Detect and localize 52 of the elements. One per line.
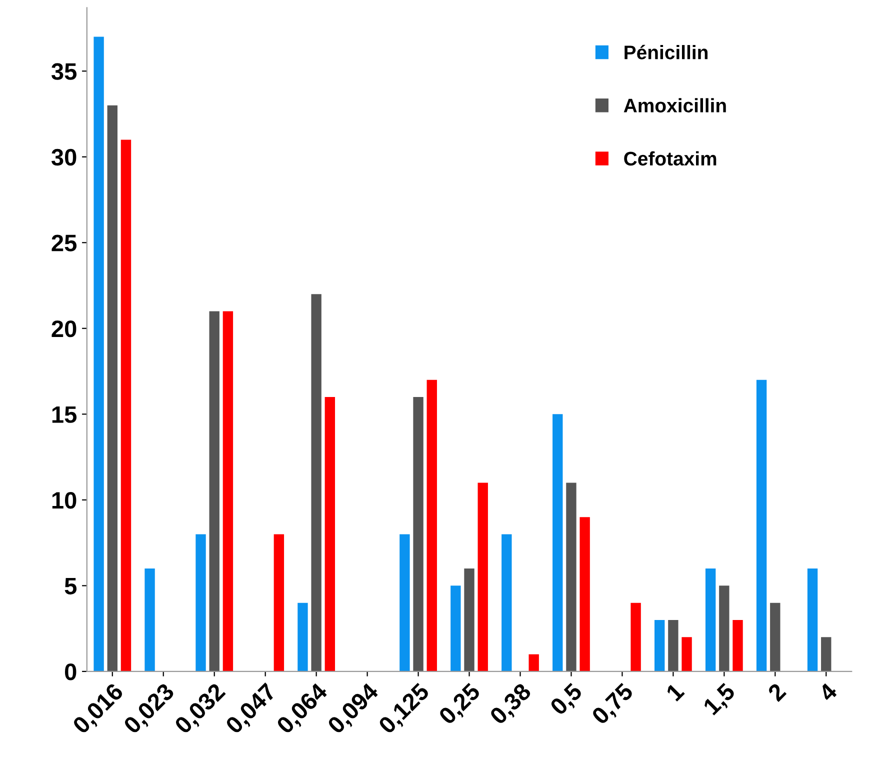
bar [107, 105, 118, 672]
bar [668, 620, 678, 672]
x-tick-label: 1 [666, 682, 685, 702]
bar [528, 654, 539, 672]
bar [144, 568, 155, 672]
bar [426, 380, 437, 672]
y-tick-label: 15 [52, 406, 77, 423]
bar [400, 534, 410, 672]
bar [770, 602, 780, 672]
x-tick-label: 0,38 [488, 682, 534, 728]
bar [502, 534, 512, 672]
bar [324, 396, 336, 672]
bar [756, 380, 767, 672]
legend-label: Amoxicillin [624, 98, 726, 112]
bar [580, 517, 590, 672]
y-tick-label: 35 [51, 63, 77, 80]
bar [196, 534, 206, 672]
bar [450, 586, 461, 672]
bar [94, 36, 104, 672]
bar [719, 586, 730, 672]
y-tick-label: 0 [64, 664, 76, 680]
bar [209, 311, 220, 672]
bar [630, 602, 641, 672]
x-tick-label: 0,25 [438, 682, 484, 728]
x-tick-label: 0,5 [549, 682, 586, 718]
bar [298, 602, 308, 672]
x-tick-label: 0,75 [590, 682, 636, 728]
bar [311, 294, 322, 672]
bar [222, 311, 234, 672]
y-tick-label: 25 [52, 234, 77, 252]
bar [821, 637, 832, 672]
y-tick-label: 20 [52, 320, 76, 338]
y-tick-label: 30 [51, 148, 76, 166]
bar [705, 568, 716, 672]
bar [478, 482, 488, 672]
x-tick-label: 1,5 [702, 682, 738, 718]
bar [413, 396, 424, 672]
x-tick-label: 4 [818, 682, 838, 702]
legend-label: Cefotaxim [624, 151, 716, 166]
bar [654, 620, 665, 672]
x-tick-label: 2 [766, 682, 787, 702]
bar [807, 568, 818, 672]
bar [566, 482, 576, 672]
bar [732, 620, 743, 672]
bar [274, 534, 284, 672]
y-tick-label: 5 [64, 578, 77, 594]
legend-label: Pénicillin [624, 44, 708, 60]
bar [464, 568, 474, 672]
bar [552, 414, 563, 672]
y-tick-label: 10 [52, 492, 76, 509]
bar [120, 140, 132, 672]
bar [682, 637, 692, 672]
